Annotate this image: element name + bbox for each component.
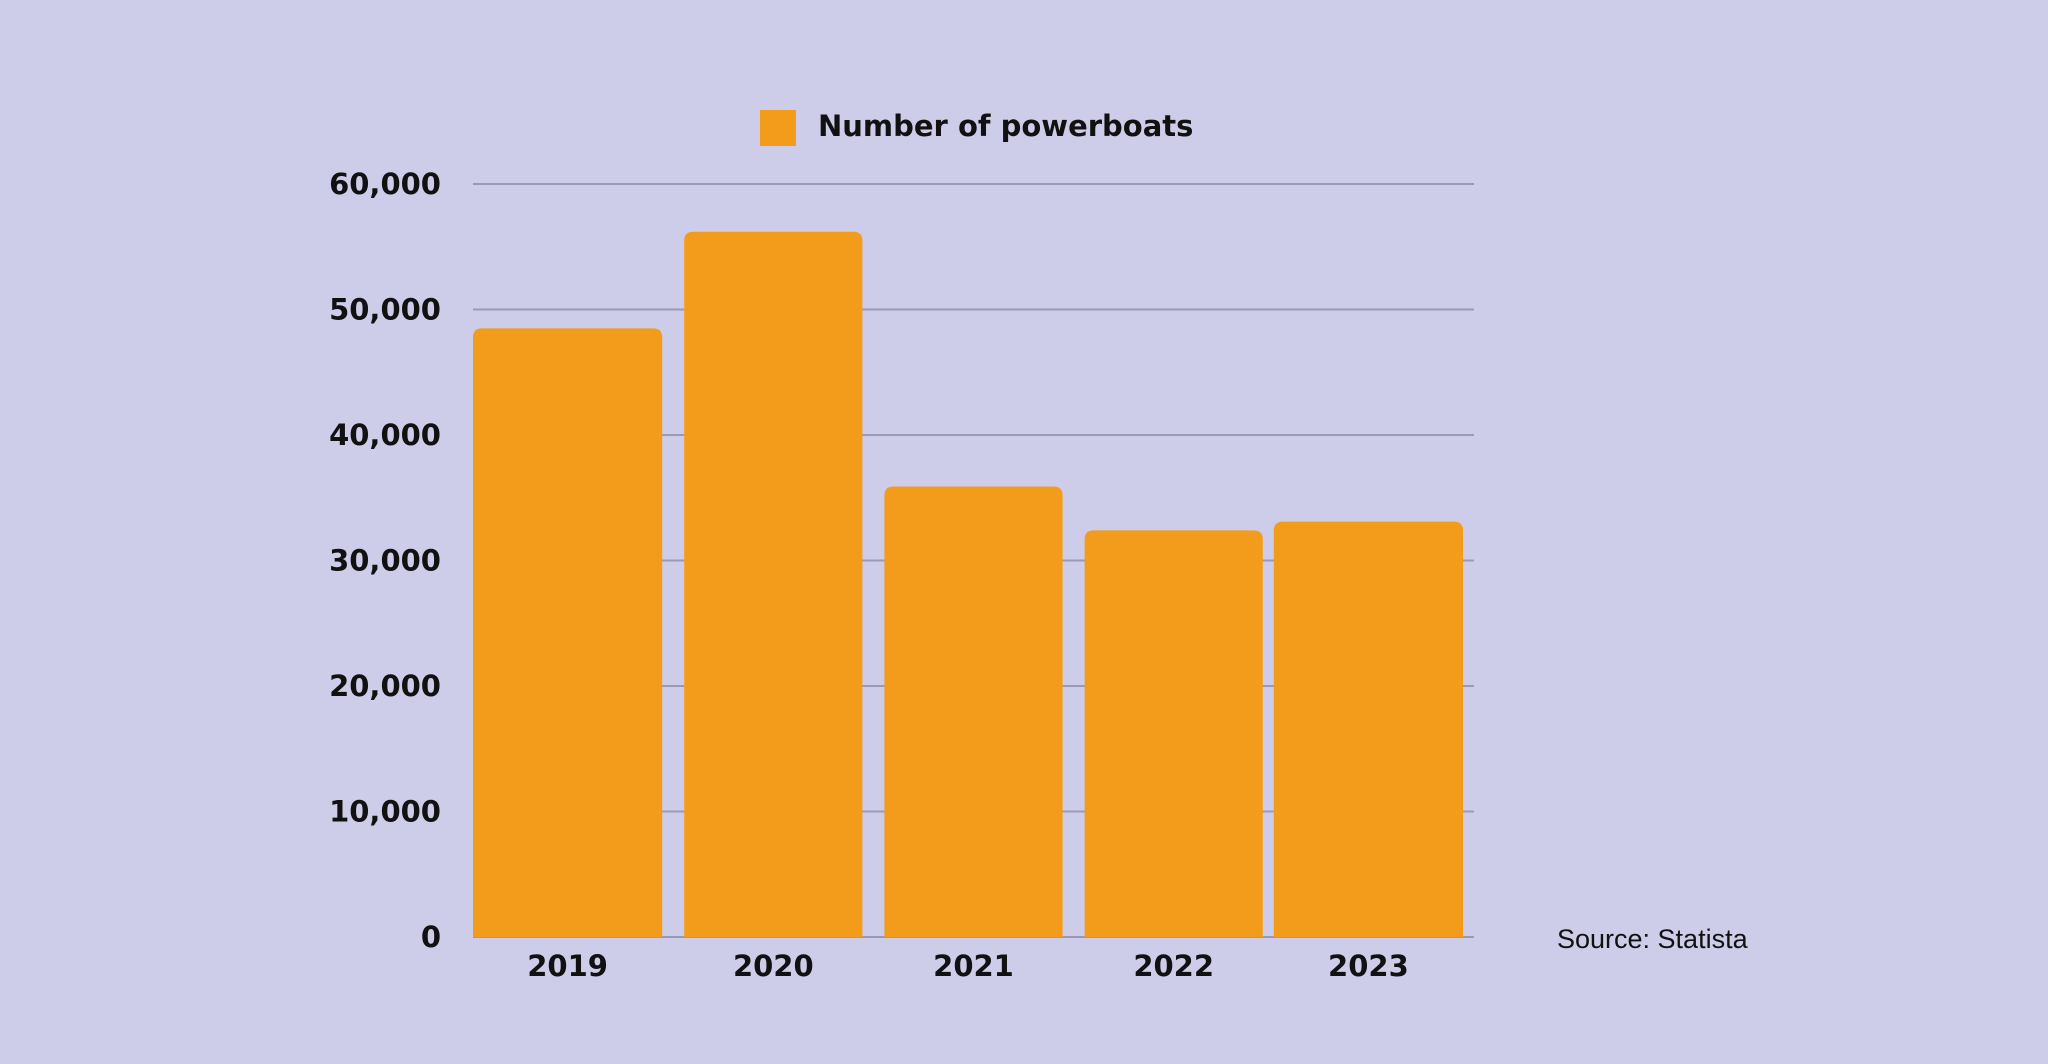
x-axis-ticks: 2019 2020 2021 2022 2023	[527, 949, 1409, 983]
x-tick-label: 2019	[527, 949, 608, 983]
source-label: Source: Statista	[1557, 924, 1748, 954]
y-axis-ticks: 0 10,000 20,000 30,000 40,000 50,000 60,000	[329, 167, 441, 954]
x-tick-label: 2023	[1328, 949, 1409, 983]
legend: Number of powerboats	[760, 109, 1193, 146]
x-tick-label: 2021	[933, 949, 1014, 983]
x-tick-label: 2020	[733, 949, 814, 983]
y-tick-label: 30,000	[329, 544, 441, 578]
bar-2022	[1084, 530, 1263, 937]
x-tick-label: 2022	[1133, 949, 1214, 983]
bar-2020	[684, 231, 863, 937]
legend-swatch	[760, 110, 796, 146]
y-tick-label: 10,000	[329, 795, 441, 829]
bar-2023	[1273, 521, 1463, 937]
y-tick-label: 50,000	[329, 293, 441, 327]
bars	[473, 231, 1463, 937]
y-tick-label: 60,000	[329, 167, 441, 201]
y-tick-label: 20,000	[329, 669, 441, 703]
y-tick-label: 40,000	[329, 418, 441, 452]
bar-2019	[473, 328, 663, 937]
legend-label: Number of powerboats	[818, 109, 1193, 143]
y-tick-label: 0	[421, 920, 441, 954]
bar-2021	[884, 486, 1063, 937]
